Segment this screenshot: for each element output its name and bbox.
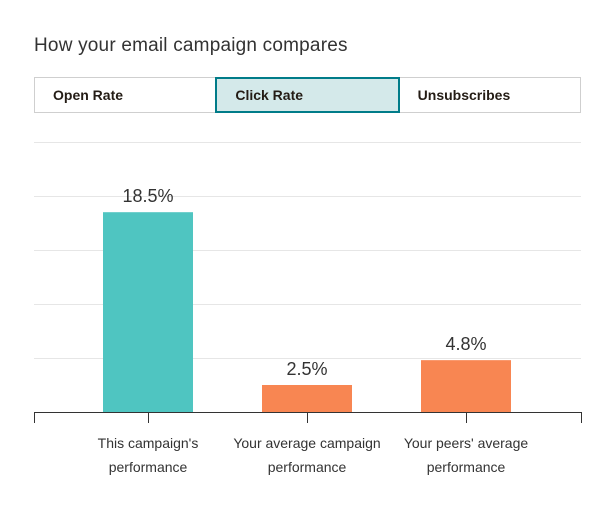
- data-label: 18.5%: [122, 186, 173, 206]
- data-label: 4.8%: [445, 334, 486, 354]
- tab-unsubscribes[interactable]: Unsubscribes: [398, 77, 581, 113]
- metric-tabs: Open Rate Click Rate Unsubscribes: [34, 77, 581, 113]
- page-title: How your email campaign compares: [34, 35, 348, 56]
- bar-1: [262, 385, 352, 412]
- category-label: performance: [268, 459, 347, 475]
- chart-x-axis: [34, 412, 582, 423]
- data-label: 2.5%: [286, 359, 327, 379]
- bar-0: [103, 212, 193, 412]
- bar-2: [421, 360, 511, 412]
- category-label: performance: [109, 459, 188, 475]
- category-label: Your average campaign: [233, 435, 380, 451]
- tab-click-rate[interactable]: Click Rate: [215, 77, 400, 113]
- category-label: performance: [427, 459, 506, 475]
- category-label: This campaign's: [98, 435, 199, 451]
- chart-bars: [103, 212, 511, 412]
- category-label: Your peers' average: [404, 435, 529, 451]
- chart-labels: 18.5% 2.5% 4.8% This campaign's performance Y…: [98, 186, 529, 475]
